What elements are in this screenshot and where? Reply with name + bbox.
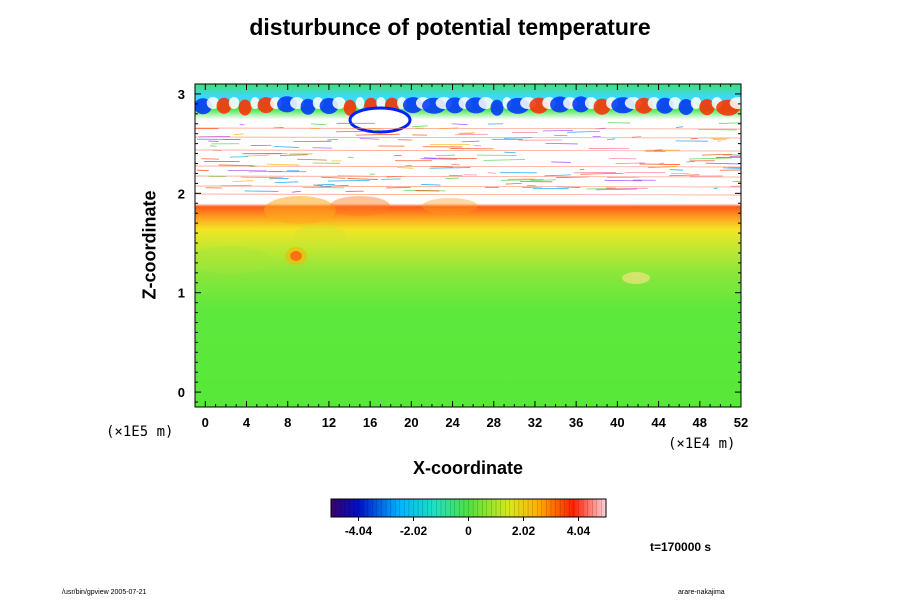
x-tick: 52 (734, 84, 748, 430)
y-tick: 0 (178, 302, 741, 403)
x-tick-label: 44 (651, 415, 666, 430)
colorbar-tick: -2.02 (400, 517, 428, 538)
x-tick: 0 (202, 84, 237, 430)
x-tick: 40 (610, 84, 649, 430)
x-tick: 16 (363, 84, 402, 430)
y-tick: 3 (178, 83, 741, 102)
x-tick-label: 40 (610, 415, 624, 430)
x-tick: 12 (322, 84, 361, 430)
footer-right: arare-nakajima (678, 589, 725, 596)
x-tick-label: 32 (528, 415, 542, 430)
x-tick-label: 24 (445, 415, 460, 430)
colorbar-tick-label: -2.02 (400, 524, 428, 538)
colorbar-tick-label: -4.04 (345, 524, 373, 538)
y-tick-label: 0 (178, 385, 185, 400)
x-tick-label: 20 (404, 415, 418, 430)
colorbar-tick: 0 (465, 517, 472, 538)
colorbar-tick-label: 4.04 (567, 524, 591, 538)
time-annotation: t=170000 s (650, 540, 712, 554)
x-tick-label: 48 (693, 415, 707, 430)
x-tick: 20 (404, 84, 443, 430)
x-tick: 8 (284, 84, 320, 430)
x-tick: 24 (445, 84, 484, 430)
y-tick: 2 (178, 103, 741, 201)
x-tick-label: 16 (363, 415, 377, 430)
x-tick-label: 36 (569, 415, 583, 430)
colorbar: -4.04 -2.02 0 2.02 4.04 (330, 498, 607, 538)
x-axis-label: X-coordinate (412, 458, 524, 478)
x-axis-units: (×1E4 m) (668, 436, 736, 452)
colorbar-tick: 4.04 (567, 517, 591, 538)
x-tick: 4 (243, 84, 278, 430)
x-tick: 44 (651, 84, 690, 430)
x-axis: 0 4 8 12 16 20 24 28 32 36 40 44 48 52 (202, 84, 748, 430)
colorbar-tick-label: 2.02 (512, 524, 536, 538)
x-tick: 32 (528, 84, 567, 430)
x-tick-label: 52 (734, 415, 748, 430)
plot-frame (194, 83, 742, 408)
y-axis: 0 1 2 3 (178, 83, 741, 403)
colorbar-tick: 2.02 (512, 517, 536, 538)
x-tick-label: 28 (487, 415, 501, 430)
footer-left: /usr/bin/gpview 2005-07-21 (62, 589, 147, 596)
colorbar-tick: -4.04 (345, 517, 373, 538)
colorbar-tick-label: 0 (465, 524, 472, 538)
chart-title: disturbunce of potential temperature (249, 14, 651, 40)
x-tick: 28 (487, 84, 526, 430)
y-tick-label: 3 (178, 87, 185, 102)
y-tick-label: 2 (178, 186, 185, 201)
x-tick: 36 (569, 84, 608, 430)
y-tick: 1 (178, 202, 741, 301)
x-tick-label: 8 (284, 415, 291, 430)
y-tick-label: 1 (178, 286, 185, 301)
heatmap-field (195, 84, 741, 407)
x-tick-label: 0 (202, 415, 209, 430)
x-tick: 48 (693, 84, 732, 430)
y-axis-units: (×1E5 m) (106, 424, 174, 440)
x-tick-label: 12 (322, 415, 336, 430)
x-tick-label: 4 (243, 415, 251, 430)
